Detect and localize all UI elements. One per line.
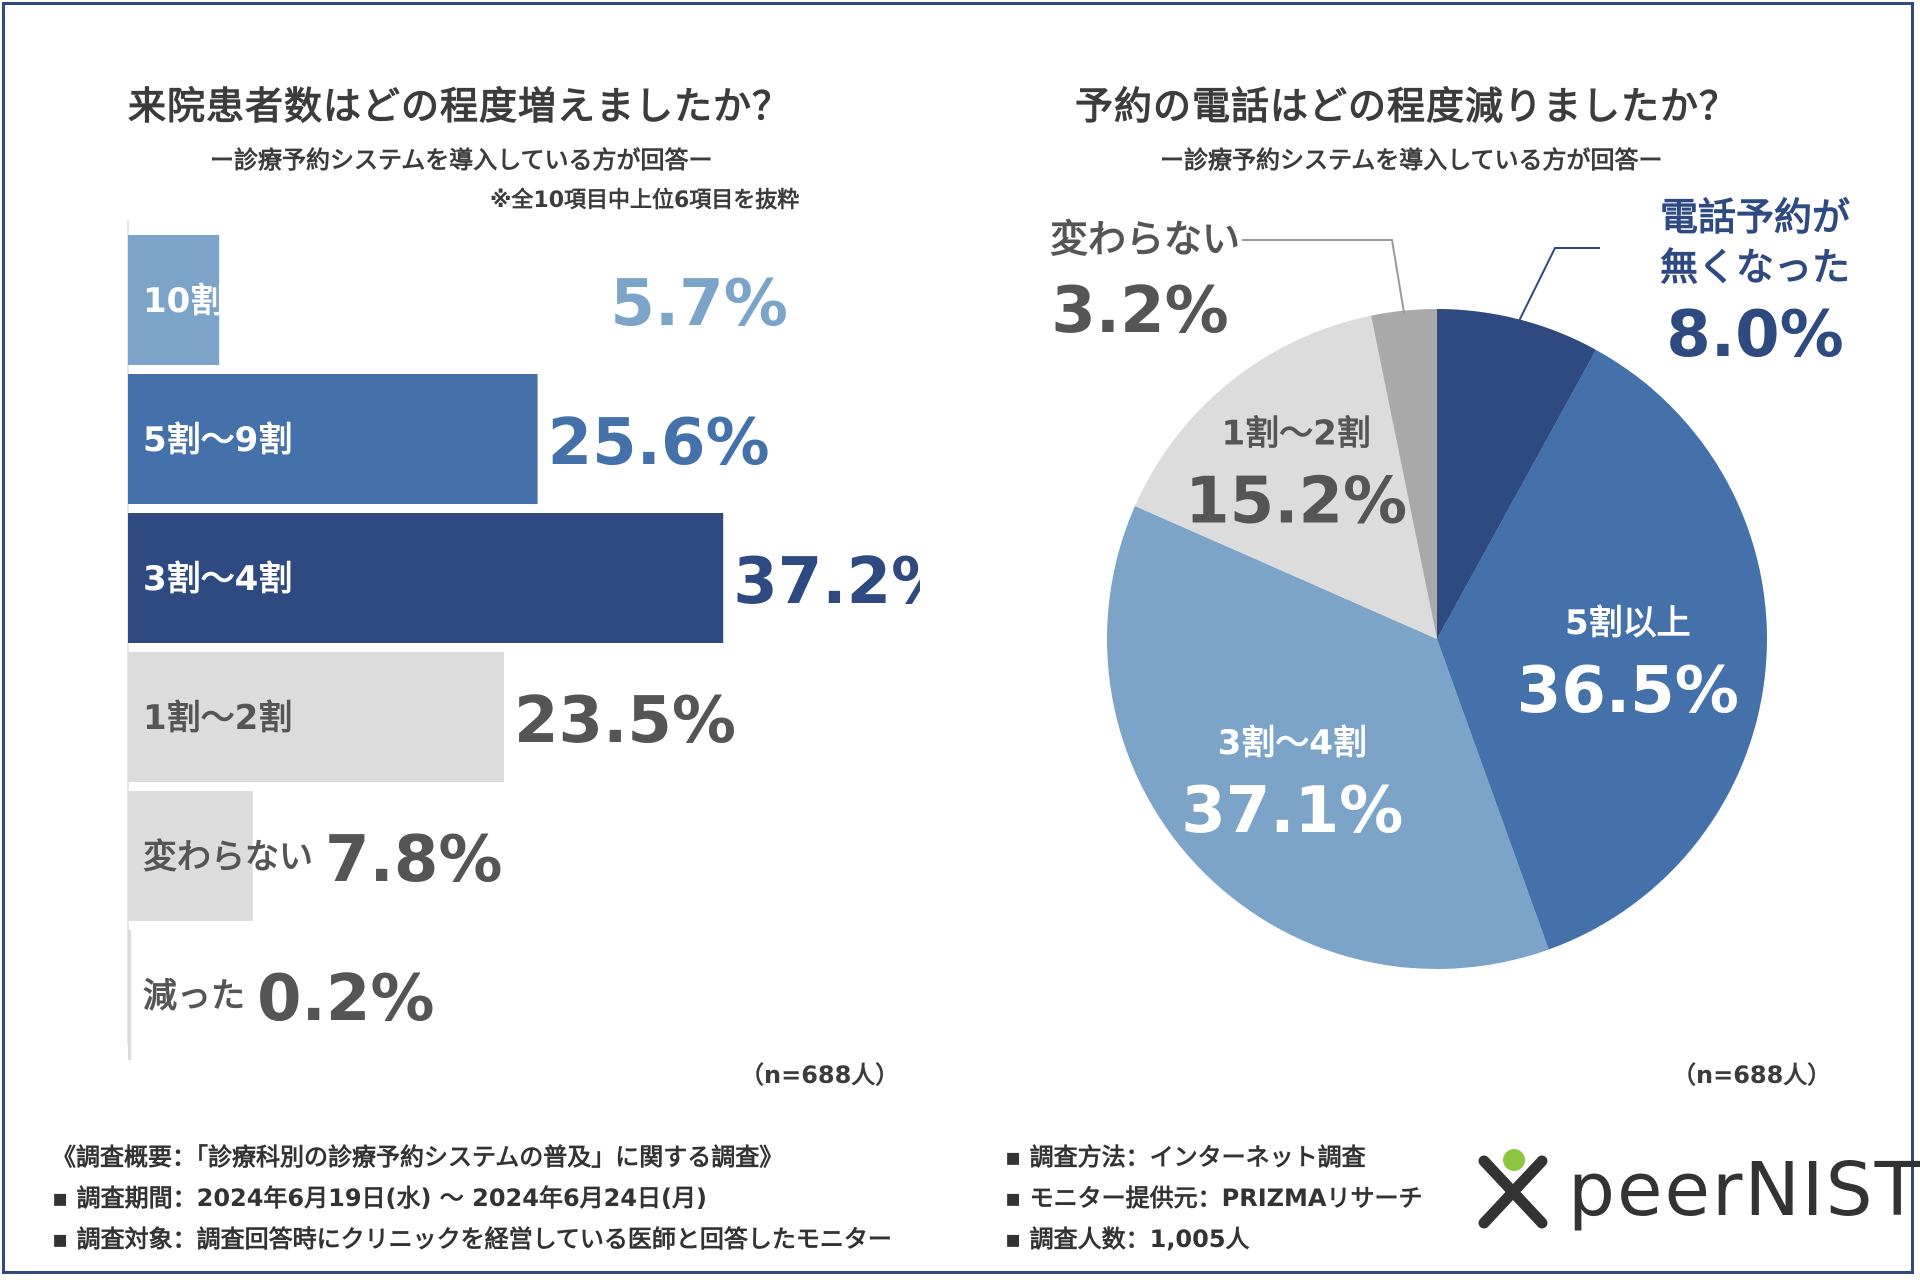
- pie-slice-0: [1437, 309, 1596, 639]
- bar-category-label-0: 10割以上（導入前の倍以上）: [143, 281, 598, 321]
- bar-1: [128, 374, 538, 504]
- bar-value-label-1: 25.6%: [548, 406, 770, 480]
- pie-value-label-3: 15.2%: [1185, 464, 1407, 538]
- pie-value-label-0: 8.0%: [1666, 298, 1844, 372]
- pie-slice-3: [1134, 315, 1437, 639]
- left-sample-size: （n=688人）: [740, 1061, 900, 1089]
- right-chart-subtitle: ー診療予約システムを導入している方が回答ー: [1160, 146, 1663, 174]
- bar-value-label-4: 7.8%: [325, 823, 503, 897]
- bar-category-label-5: 減った: [143, 976, 245, 1016]
- bar-value-label-5: 0.2%: [257, 962, 435, 1036]
- bar-5: [128, 930, 132, 1060]
- survey-overview: 《調査概要：「診療科別の診療予約システムの普及」に関する調査》: [52, 1143, 784, 1171]
- pie-leader-line-4: [1242, 239, 1406, 315]
- bar-category-label-4: 変わらない: [143, 837, 313, 877]
- pie-category-label-0-line1: 電話予約が: [1660, 195, 1850, 239]
- bar-0: [128, 235, 220, 365]
- bar-3: [128, 652, 504, 782]
- pie-slice-2: [1107, 506, 1549, 969]
- right-chart-title: 予約の電話はどの程度減りましたか？: [1075, 84, 1739, 128]
- left-chart-note: ※全10項目中上位6項目を抜粋: [490, 188, 800, 213]
- pie-slice-1: [1437, 349, 1767, 950]
- peernist-logo-text: peerNIST: [1568, 1147, 1920, 1233]
- pie-leader-line-0: [1517, 247, 1600, 324]
- bar-value-label-3: 23.5%: [514, 684, 736, 758]
- pie-category-label-2: 3割～4割: [1218, 723, 1367, 763]
- pie-category-label-4: 変わらない: [1050, 217, 1240, 261]
- bar-category-label-1: 5割～9割: [143, 420, 292, 460]
- bar-value-label-0: 5.7%: [610, 267, 788, 341]
- peernist-logo-icon: [1478, 1149, 1548, 1229]
- pie-category-label-3: 1割～2割: [1221, 413, 1370, 453]
- bar-category-label-3: 1割～2割: [143, 698, 292, 738]
- survey-target: ▪ 調査対象：調査回答時にクリニックを経営している医師と回答したモニター: [52, 1225, 892, 1253]
- survey-period: ▪ 調査期間：2024年6月19日(水) ～ 2024年6月24日(月): [52, 1184, 707, 1212]
- bar-category-label-2: 3割～4割: [143, 559, 292, 599]
- bar-2: [128, 513, 724, 643]
- left-chart-title: 来院患者数はどの程度増えましたか？: [128, 84, 792, 128]
- pie-slice-4: [1371, 309, 1437, 639]
- survey-provider: ▪ モニター提供元：PRIZMAリサーチ: [1005, 1184, 1423, 1212]
- bar-value-label-2: 37.2%: [733, 545, 920, 619]
- pie-value-label-2: 37.1%: [1181, 774, 1403, 848]
- pie-category-label-0-line2: 無くなった: [1660, 245, 1850, 289]
- right-sample-size: （n=688人）: [1672, 1061, 1832, 1089]
- left-chart-subtitle: ー診療予約システムを導入している方が回答ー: [210, 146, 713, 174]
- bar-4: [128, 791, 253, 921]
- pie-value-label-4: 3.2%: [1051, 274, 1229, 348]
- survey-method: ▪ 調査方法：インターネット調査: [1005, 1143, 1366, 1171]
- survey-count: ▪ 調査人数：1,005人: [1005, 1225, 1250, 1253]
- pie-value-label-1: 36.5%: [1517, 654, 1739, 728]
- peernist-logo: peerNIST: [1470, 1145, 1920, 1235]
- bar-chart: 10割以上（導入前の倍以上） 5.7% 5割～9割 25.6% 3割～4割 37.2% 1割…: [127, 220, 920, 1060]
- pie-category-label-1: 5割以上: [1565, 603, 1691, 643]
